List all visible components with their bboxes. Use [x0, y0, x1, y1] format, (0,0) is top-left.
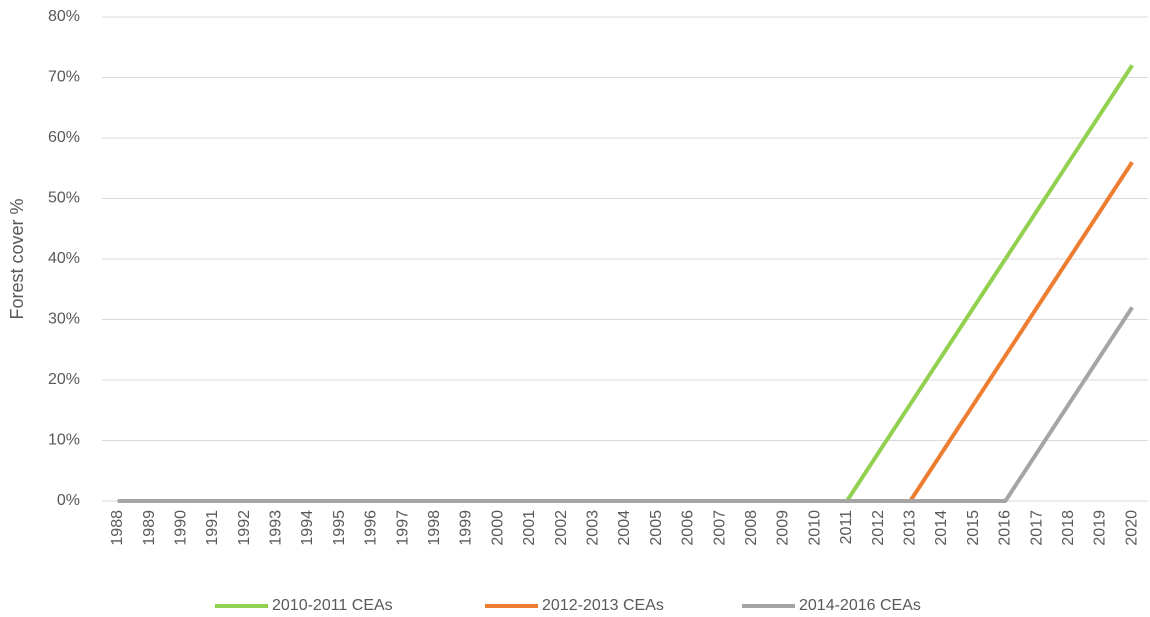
series-line	[117, 64, 1134, 503]
x-tick-label: 2008	[743, 510, 760, 546]
y-tick-label: 80%	[48, 8, 80, 25]
x-tick-label: 1988	[109, 510, 126, 546]
x-tick-label: 1999	[458, 510, 475, 546]
legend-label: 2014-2016 CEAs	[799, 597, 921, 614]
x-tick-label: 2015	[965, 510, 982, 546]
x-tick-label: 2007	[711, 510, 728, 546]
y-tick-label: 60%	[48, 129, 80, 146]
x-tick-label: 2016	[997, 510, 1014, 546]
x-tick-label: 2002	[553, 510, 570, 546]
x-tick-label: 1997	[394, 510, 411, 546]
x-tick-label: 1990	[172, 510, 189, 546]
y-tick-label: 30%	[48, 311, 80, 328]
x-tick-label: 2014	[933, 510, 950, 546]
x-tick-label: 2017	[1028, 510, 1045, 546]
x-tick-label: 2012	[870, 510, 887, 546]
y-tick-label: 40%	[48, 250, 80, 267]
x-tick-label: 2018	[1060, 510, 1077, 546]
x-tick-label: 1992	[236, 510, 253, 546]
x-tick-label: 2005	[648, 510, 665, 546]
x-tick-label: 1995	[331, 510, 348, 546]
x-tick-label: 2004	[616, 510, 633, 546]
series-line	[117, 161, 1134, 503]
x-tick-label: 1998	[426, 510, 443, 546]
x-tick-label: 1993	[268, 510, 285, 546]
x-tick-label: 2003	[585, 510, 602, 546]
x-tick-label: 2000	[489, 510, 506, 546]
y-tick-label: 10%	[48, 432, 80, 449]
y-tick-label: 20%	[48, 371, 80, 388]
x-tick-label: 2011	[838, 510, 855, 545]
x-tick-label: 2013	[901, 510, 918, 546]
legend-label: 2012-2013 CEAs	[542, 597, 664, 614]
x-tick-label: 1989	[141, 510, 158, 546]
y-tick-label: 70%	[48, 69, 80, 86]
series-line	[117, 306, 1134, 503]
x-tick-label: 2020	[1123, 510, 1140, 546]
x-tick-label: 2006	[680, 510, 697, 546]
x-tick-label: 2009	[775, 510, 792, 546]
x-tick-label: 1996	[363, 510, 380, 546]
y-tick-label: 0%	[57, 492, 80, 509]
x-tick-label: 2010	[806, 510, 823, 546]
x-tick-label: 1994	[299, 510, 316, 546]
x-tick-label: 1991	[204, 510, 221, 546]
x-tick-label: 2019	[1092, 510, 1109, 546]
y-tick-label: 50%	[48, 190, 80, 207]
legend-label: 2010-2011 CEAs	[272, 597, 393, 614]
y-axis-label: Forest cover %	[7, 198, 27, 319]
x-tick-label: 2001	[521, 510, 538, 546]
